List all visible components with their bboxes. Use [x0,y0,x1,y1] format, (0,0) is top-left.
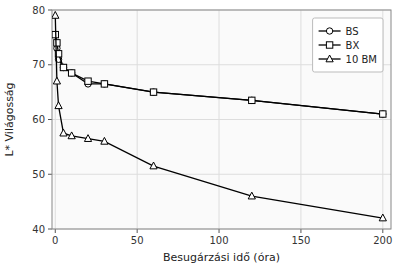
tick [48,10,52,11]
grid-line [52,119,391,120]
point [68,132,75,139]
point [84,135,91,142]
legend-label: 10 BM [346,54,377,65]
point [249,97,255,103]
tick [48,64,52,65]
point [379,214,386,221]
tick-label: 60 [32,114,45,125]
tick [48,229,52,230]
tick-label: 150 [291,235,310,246]
grid [52,10,391,229]
point [150,162,157,169]
axes: 0 50 100 150 200 40 50 60 70 80 [32,5,392,247]
legend-marker [326,55,333,62]
tick-label: 100 [209,235,228,246]
chart: 0 50 100 150 200 40 50 60 70 80 Besugárzási idő (ó… [0,0,401,267]
legend-box [313,18,383,72]
point [60,129,67,136]
tick [48,119,52,120]
y-axis-label: L* Világosság [3,82,16,156]
point [60,64,66,70]
tick-label: 80 [32,5,45,16]
tick [48,174,52,175]
point [68,70,74,76]
tick-label: 70 [32,59,45,70]
point [68,70,74,76]
grid-line [52,174,391,175]
legend-label: BX [346,40,360,51]
point [85,78,91,84]
point [52,11,59,18]
tick-label: 40 [32,224,45,235]
point [380,111,386,117]
point [53,77,60,84]
point [55,102,62,109]
tick-label: 50 [32,169,45,180]
point [60,64,66,70]
legend-marker [326,42,332,48]
point [54,40,60,46]
plot-frame [52,10,391,229]
point [101,137,108,144]
tick-label: 50 [131,235,144,246]
point [380,111,386,117]
tick [219,229,220,233]
legend: BS BX 10 BM [313,18,383,72]
point [150,89,156,95]
point [101,81,107,87]
plot-background [52,10,391,229]
tick [55,229,56,233]
point [150,89,156,95]
legend-label: BS [346,26,359,37]
series [52,11,386,220]
point [248,192,255,199]
point [101,81,107,87]
tick-label: 0 [52,235,58,246]
legend-marker [326,28,332,34]
tick [137,229,138,233]
tick-label: 200 [373,235,392,246]
x-axis-label: Besugárzási idő (óra) [163,251,280,264]
line [55,15,383,218]
tick [300,229,301,233]
point [249,97,255,103]
tick [382,229,383,233]
data [52,11,386,220]
